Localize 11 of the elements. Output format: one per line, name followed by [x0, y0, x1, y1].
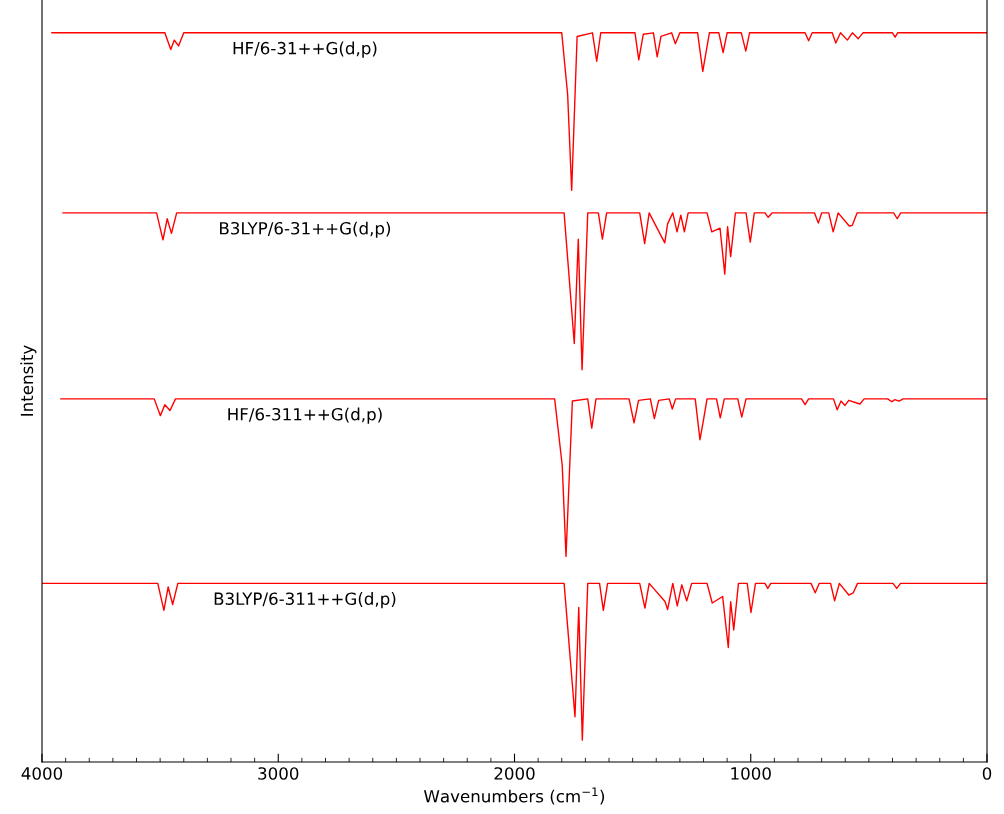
y-axis-title: Intensity	[20, 345, 37, 416]
series-label: B3LYP/6-311++G(d,p)	[214, 592, 396, 609]
x-tick-label: 0	[982, 767, 992, 780]
x-tick-label: 4000	[21, 767, 63, 780]
x-tick-label: 2000	[494, 767, 535, 780]
x-tick-label: 3000	[258, 767, 299, 780]
x-axis-title: Wavenumbers (cm$^{−1}$)	[423, 787, 605, 805]
series-label: HF/6-311++G(d,p)	[228, 407, 382, 424]
series-label: HF/6-31++G(d,p)	[233, 41, 377, 58]
series-label: B3LYP/6-31++G(d,p)	[220, 221, 391, 238]
x-tick-label: 1000	[731, 767, 771, 780]
